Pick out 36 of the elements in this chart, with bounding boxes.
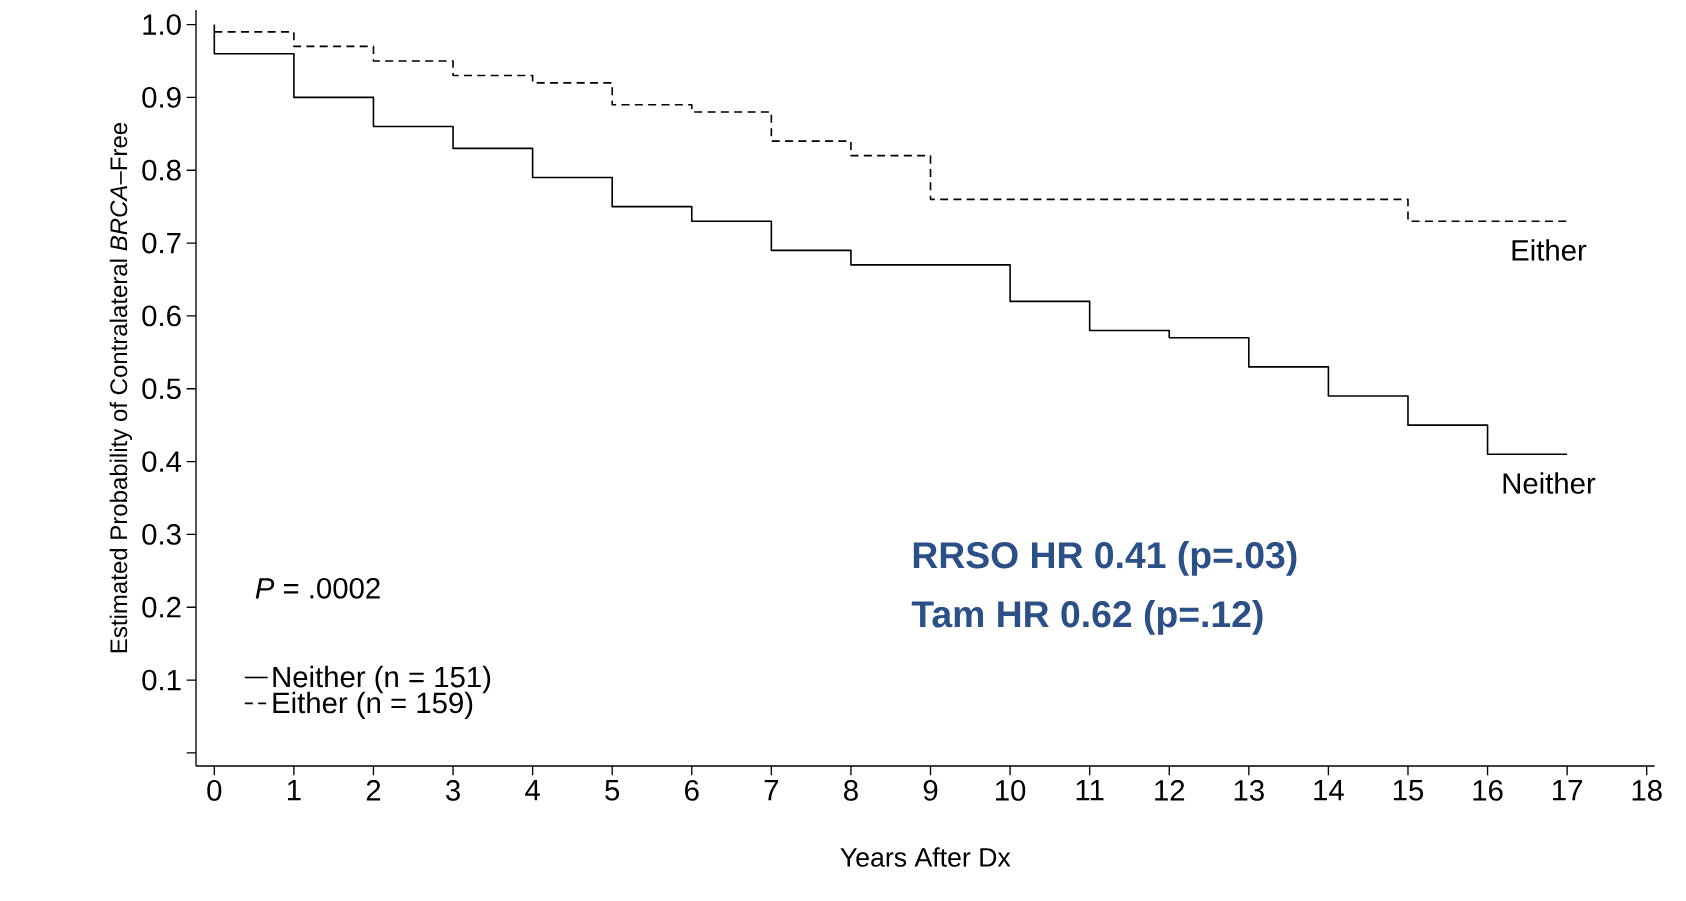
y-tick-label: 0.7 [142, 232, 181, 254]
x-tick-label: 18 [1632, 780, 1662, 801]
x-tick-label: 5 [605, 780, 620, 801]
x-tick-label: 2 [366, 780, 381, 801]
y-tick-label: 0.4 [142, 451, 182, 472]
annotation: Either [1512, 239, 1587, 261]
x-tick-label: 10 [996, 780, 1026, 801]
x-tick-label: 13 [1234, 780, 1264, 801]
y-tick-label: 0.5 [142, 378, 181, 400]
x-tick-label: 17 [1553, 780, 1582, 801]
x-axis-title: Years After Dx [840, 847, 1011, 867]
x-tick-label: 8 [844, 780, 858, 801]
y-tick-label: 1.0 [143, 14, 181, 35]
annotation: RRSO HR 0.41 (p=.03) [913, 541, 1297, 576]
x-tick-label: 6 [685, 780, 699, 801]
x-tick-label: 4 [525, 780, 540, 801]
x-tick-label: 16 [1473, 780, 1503, 801]
y-tick-label: 0.1 [142, 669, 181, 691]
annotation: Tam HR 0.62 (p=.12) [911, 600, 1263, 635]
x-tick-label: 12 [1155, 780, 1185, 801]
y-tick-label: 0.8 [142, 159, 181, 181]
y-tick-label: 0.6 [142, 305, 181, 327]
x-tick-label: 11 [1076, 780, 1104, 801]
annotation: Neither [1503, 472, 1596, 494]
y-tick-label: 0.3 [142, 524, 181, 545]
y-tick-label: 0.2 [142, 596, 181, 618]
annotation: P = .0002 [255, 577, 380, 599]
x-tick-label: 9 [923, 780, 938, 801]
y-axis-title: Estimated Probability of Contralateral BRCA–Free [109, 122, 133, 653]
x-tick-label: 3 [445, 780, 460, 801]
y-tick-label: 0.9 [142, 87, 181, 108]
x-tick-label: 15 [1393, 780, 1424, 801]
x-tick-label: 7 [764, 780, 779, 801]
x-tick-label: 1 [287, 780, 301, 801]
x-tick-label: 14 [1314, 780, 1344, 801]
x-tick-label: 0 [207, 780, 222, 801]
